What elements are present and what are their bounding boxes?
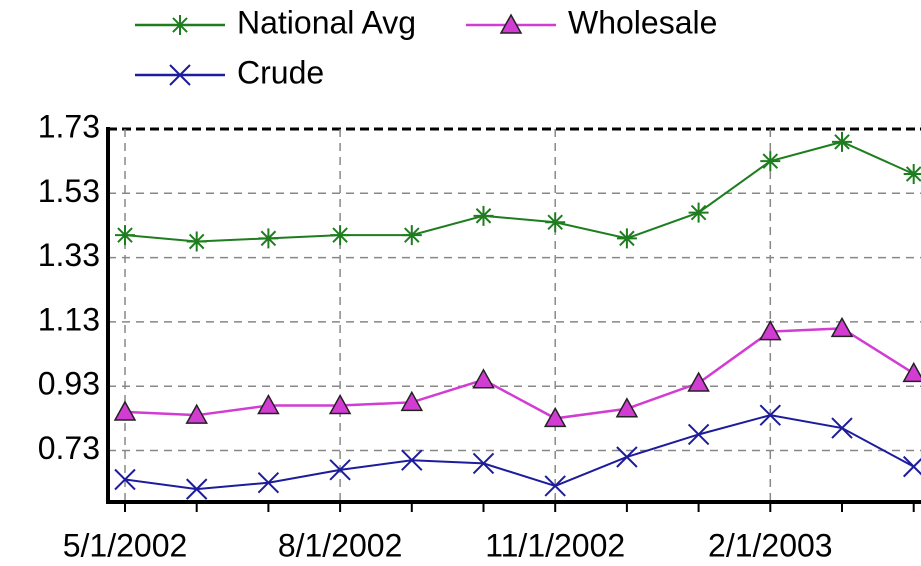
marker bbox=[902, 361, 921, 383]
legend-label: National Avg bbox=[237, 4, 416, 40]
marker bbox=[759, 320, 782, 341]
marker bbox=[329, 459, 351, 481]
x-tick-label: 5/1/2002 bbox=[63, 527, 188, 563]
marker bbox=[616, 446, 638, 468]
marker bbox=[688, 202, 709, 223]
x-tick-label: 11/1/2002 bbox=[485, 527, 625, 563]
marker bbox=[472, 368, 495, 389]
marker bbox=[687, 371, 710, 392]
marker bbox=[169, 64, 191, 86]
y-tick-label: 0.73 bbox=[38, 430, 100, 466]
marker bbox=[330, 225, 351, 246]
marker bbox=[902, 455, 921, 478]
marker bbox=[114, 468, 136, 491]
marker bbox=[401, 449, 423, 471]
x-tick-label: 2/1/2003 bbox=[708, 527, 833, 563]
y-tick-label: 0.93 bbox=[38, 366, 100, 402]
marker bbox=[616, 228, 637, 249]
marker bbox=[832, 131, 852, 152]
marker bbox=[545, 212, 566, 233]
marker bbox=[186, 231, 207, 252]
marker bbox=[113, 400, 137, 421]
legend-label: Wholesale bbox=[568, 4, 717, 40]
x-tick-label: 8/1/2002 bbox=[278, 527, 403, 563]
marker bbox=[687, 423, 710, 446]
marker bbox=[760, 151, 781, 172]
marker bbox=[400, 390, 424, 412]
marker bbox=[543, 406, 567, 428]
marker bbox=[903, 164, 921, 185]
y-tick-label: 1.33 bbox=[38, 237, 100, 273]
marker bbox=[759, 404, 782, 426]
marker bbox=[257, 393, 280, 415]
marker bbox=[401, 225, 422, 246]
marker bbox=[830, 316, 854, 338]
marker bbox=[257, 471, 280, 494]
marker bbox=[328, 393, 352, 415]
y-tick-label: 1.13 bbox=[38, 301, 100, 337]
y-tick-label: 1.53 bbox=[38, 173, 100, 209]
marker bbox=[170, 15, 190, 35]
marker bbox=[185, 478, 208, 500]
series-line bbox=[124, 414, 915, 491]
marker bbox=[544, 475, 566, 497]
marker bbox=[473, 205, 494, 226]
marker bbox=[499, 13, 523, 34]
series-line bbox=[124, 140, 915, 243]
marker bbox=[115, 225, 135, 246]
y-tick-label: 1.73 bbox=[38, 108, 100, 144]
marker bbox=[472, 452, 495, 475]
marker bbox=[185, 403, 208, 424]
series-line bbox=[124, 327, 915, 420]
marker bbox=[615, 397, 639, 418]
marker bbox=[831, 417, 853, 439]
marker bbox=[258, 228, 279, 249]
legend-label: Crude bbox=[237, 54, 324, 90]
